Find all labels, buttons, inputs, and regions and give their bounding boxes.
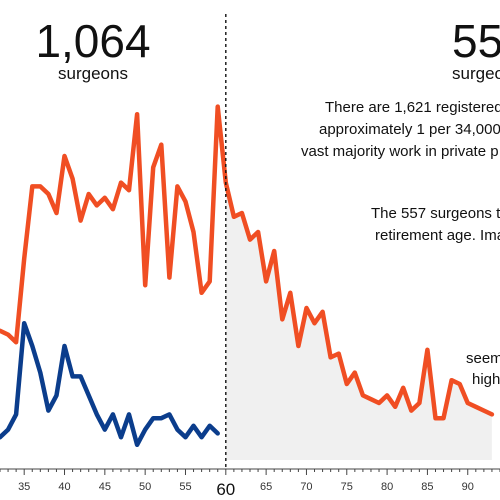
- annotation-line-1: There are 1,621 registered: [325, 99, 500, 116]
- x-tick-label: 50: [139, 481, 151, 493]
- shaded-region-layer: [225, 182, 492, 460]
- annotation-line-3: vast majority work in private p: [301, 143, 499, 160]
- annotation-line-6: retirement age. Imagin: [375, 227, 500, 244]
- x-tick-label: 85: [421, 481, 433, 493]
- x-tick-label: 90: [462, 481, 474, 493]
- right-surgeon-unit: surgeons: [452, 64, 500, 83]
- right-surgeon-count: 557: [452, 15, 500, 67]
- annotation-line-5: The 557 surgeons to th: [371, 205, 500, 222]
- x-tick-label: 40: [58, 481, 70, 493]
- x-tick-label: 45: [99, 481, 111, 493]
- series-2-line: [0, 320, 220, 448]
- side-note-line-2: highl: [472, 371, 500, 388]
- series-1-line: [0, 104, 495, 421]
- series-lines: [0, 104, 495, 448]
- x-tick-label: 60: [216, 480, 235, 499]
- annotation-text: There are 1,621 registered approximately…: [301, 99, 500, 388]
- x-tick-label: 70: [300, 481, 312, 493]
- x-tick-label: 35: [18, 481, 30, 493]
- annotation-line-2: approximately 1 per 34,000: [319, 121, 500, 138]
- x-tick-label: 80: [381, 481, 393, 493]
- x-tick-label: 55: [179, 481, 191, 493]
- left-surgeon-count: 1,064: [35, 15, 150, 67]
- x-tick-label: 75: [341, 481, 353, 493]
- left-surgeon-unit: surgeons: [58, 64, 128, 83]
- side-note-line-1: seem: [466, 350, 500, 367]
- retirement-age-shaded-area: [225, 182, 492, 460]
- x-tick-label: 65: [260, 481, 272, 493]
- x-axis: 35 40 45 50 55 60 65 70 75 80 85 90: [0, 468, 500, 499]
